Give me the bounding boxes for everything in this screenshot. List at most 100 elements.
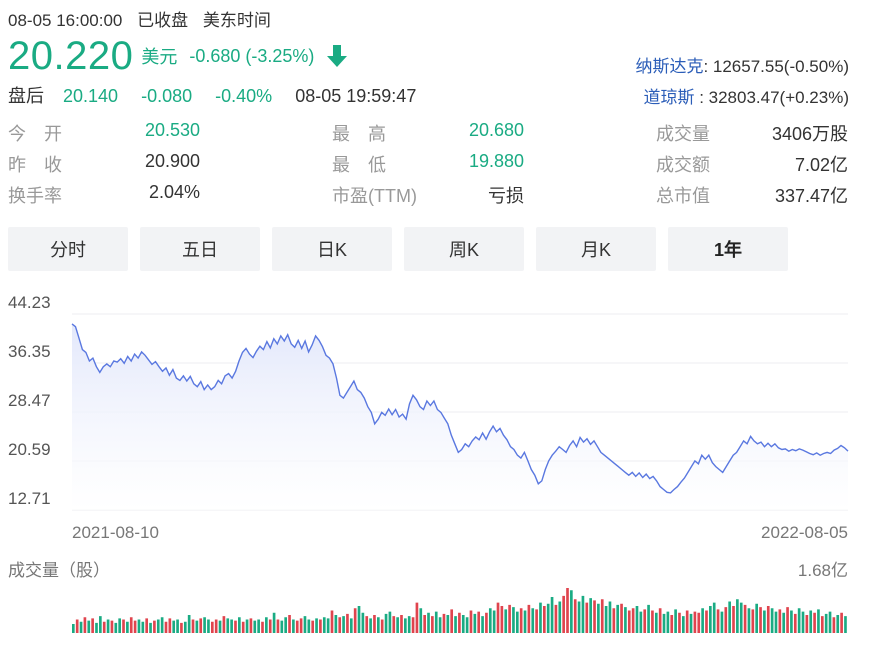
- volume-bar: [207, 619, 210, 633]
- volume-bar: [832, 617, 836, 633]
- volume-bar: [573, 599, 577, 633]
- volume-bar: [369, 618, 372, 634]
- volume-bar: [824, 613, 828, 634]
- volume-bar: [238, 617, 241, 633]
- volume-bar: [272, 612, 276, 633]
- volume-bar: [199, 618, 203, 634]
- volume-bar: [257, 619, 260, 633]
- volume-bar: [415, 602, 419, 634]
- volume-bar: [712, 602, 716, 634]
- volume-bar: [118, 618, 121, 634]
- stat-prev-close-label: 昨 收: [8, 155, 62, 175]
- nasdaq-name[interactable]: 纳斯达克: [635, 57, 704, 76]
- volume-bar: [454, 616, 457, 634]
- volume-bar: [820, 616, 824, 634]
- volume-bar: [465, 617, 469, 633]
- volume-bar: [693, 611, 697, 634]
- volume-bar: [434, 611, 438, 634]
- volume-bar: [635, 606, 639, 633]
- volume-bar: [303, 616, 307, 634]
- volume-bar: [91, 618, 94, 634]
- tab-monthly-k[interactable]: 月K: [536, 227, 656, 271]
- volume-bar: [504, 609, 508, 634]
- volume-bar: [241, 621, 245, 633]
- stat-prev-close-value: 20.900: [144, 151, 200, 171]
- volume-bar: [612, 608, 616, 633]
- volume-bar: [600, 599, 604, 633]
- volume-bar: [133, 620, 137, 634]
- volume-bar: [627, 610, 631, 633]
- price-chart: 44.23 36.35 28.47 20.59 12.71 2021-08-10 2022-…: [8, 293, 849, 634]
- volume-bar: [550, 597, 554, 633]
- volume-bar: [751, 609, 755, 634]
- stat-turnover-label: 换手率: [8, 186, 62, 206]
- volume-bar: [388, 611, 392, 634]
- arrow-down-icon: [327, 45, 348, 67]
- stat-high-value: 20.680: [468, 120, 524, 140]
- stat-pe-label: 市盈(TTM): [332, 186, 417, 206]
- tab-intraday[interactable]: 分时: [8, 227, 128, 271]
- volume-bar: [292, 619, 295, 633]
- volume-bar: [678, 612, 681, 633]
- volume-bar: [276, 619, 280, 633]
- volume-bar: [261, 621, 264, 633]
- volume-bar: [75, 619, 79, 633]
- currency-label: 美元: [141, 47, 178, 67]
- volume-bar: [739, 602, 743, 634]
- volume-bar: [554, 604, 558, 634]
- volume-bar: [245, 619, 249, 633]
- volume-bar: [137, 619, 141, 633]
- volume-bar: [840, 612, 843, 633]
- quote-datetime: 08-05 16:00:00: [8, 11, 123, 30]
- volume-bar: [114, 622, 118, 634]
- stat-open-value: 20.530: [144, 120, 200, 140]
- volume-bar: [639, 611, 643, 634]
- stat-amount-label: 成交额: [656, 155, 710, 175]
- volume-bar: [307, 619, 311, 633]
- volume-bar: [280, 620, 284, 634]
- volume-bar: [797, 608, 801, 633]
- dow-index[interactable]: 道琼斯 : 32803.47(+0.23%): [643, 83, 849, 108]
- volume-bar: [404, 618, 407, 634]
- tab-five-day[interactable]: 五日: [140, 227, 260, 271]
- volume-bar: [450, 609, 454, 634]
- volume-bar: [662, 613, 666, 634]
- volume-bar: [110, 620, 114, 634]
- volume-bar: [446, 615, 450, 633]
- volume-bar: [87, 620, 91, 634]
- volume-bar: [342, 616, 345, 634]
- volume-bar: [419, 608, 423, 633]
- dow-value: : 32803.47(+0.23%): [694, 88, 849, 107]
- volume-bar: [786, 607, 789, 633]
- volume-bar: [442, 613, 446, 634]
- tab-weekly-k[interactable]: 周K: [404, 227, 524, 271]
- volume-bar: [353, 608, 357, 633]
- tab-one-year[interactable]: 1年: [668, 227, 788, 271]
- volume-bar: [95, 622, 98, 634]
- volume-bar: [728, 601, 731, 633]
- volume-bar: [326, 618, 330, 634]
- volume-bar: [747, 608, 751, 633]
- timezone-label: 美东时间: [202, 11, 271, 30]
- stat-turnover-value: 2.04%: [148, 182, 200, 202]
- volume-bar: [774, 611, 778, 634]
- volume-bar: [685, 610, 689, 633]
- stat-market-cap-label: 总市值: [656, 186, 710, 206]
- price-change: -0.680 (-3.25%): [189, 45, 315, 66]
- nasdaq-index[interactable]: 纳斯达克: 12657.55(-0.50%): [635, 52, 849, 77]
- volume-bar: [512, 607, 515, 633]
- volume-bar: [817, 609, 820, 634]
- volume-bar: [577, 601, 581, 633]
- volume-bar: [407, 616, 411, 634]
- volume-bar: [508, 604, 511, 634]
- dow-name[interactable]: 道琼斯: [643, 88, 695, 107]
- tab-daily-k[interactable]: 日K: [272, 227, 392, 271]
- volume-bar: [743, 604, 747, 634]
- volume-bar: [458, 612, 461, 633]
- volume-bar: [268, 619, 272, 633]
- volume-bar: [500, 606, 504, 633]
- volume-bar: [230, 619, 233, 633]
- volume-bar: [106, 619, 110, 633]
- volume-bar: [284, 617, 287, 633]
- stat-volume-label: 成交量: [656, 124, 710, 144]
